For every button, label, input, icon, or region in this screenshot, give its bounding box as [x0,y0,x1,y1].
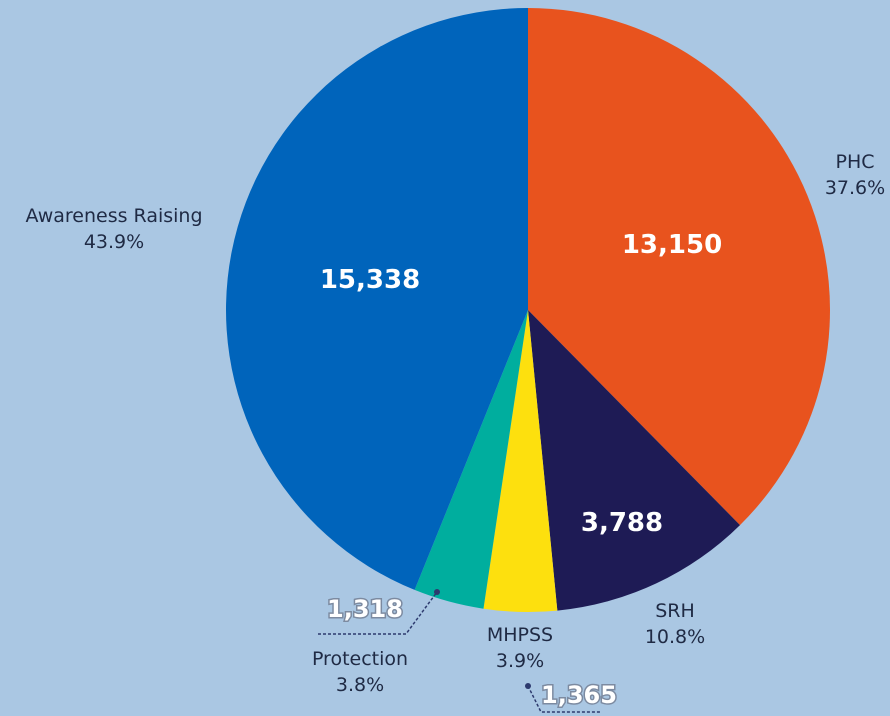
category-name: Awareness Raising [25,205,202,227]
percent-label: 37.6% [825,177,885,199]
value-label-phc: 13,150 [622,230,722,260]
pie-slice-awareness-raising [226,8,529,590]
category-name: MHPSS [487,624,553,646]
category-label-phc: PHC 37.6% [825,151,885,199]
pie-labels: PHC 37.6% 13,150 SRH 10.8% 3,788 MHPSS 3.9% 1,36… [25,151,885,711]
value-label-srh: 3,788 [581,508,663,538]
category-label-awareness-raising: Awareness Raising 43.9% [25,205,202,253]
category-name: PHC [835,151,874,173]
percent-label: 3.9% [496,650,544,672]
category-name: SRH [655,600,695,622]
leader-dot-protection [434,589,440,595]
category-name: Protection [312,648,408,670]
value-label-mhpss: 1,365 [541,681,617,709]
leader-lines [318,589,600,713]
percent-label: 10.8% [645,626,705,648]
percent-label: 43.9% [84,231,144,253]
pie-slices [226,8,830,612]
pie-slice-srh [528,310,740,611]
category-label-mhpss: MHPSS 3.9% [487,624,553,672]
leader-line-protection [318,591,438,635]
value-label-protection: 1,318 [327,595,403,623]
value-label-awareness-raising: 15,338 [320,265,420,295]
leader-dot-mhpss [525,683,531,689]
pie-slice-protection [414,310,528,609]
category-label-protection: Protection 3.8% [312,648,408,696]
percent-label: 3.8% [336,674,384,696]
pie-slice-phc [528,8,830,526]
category-label-srh: SRH 10.8% [645,600,705,648]
pie-slice-mhpss [483,310,558,612]
